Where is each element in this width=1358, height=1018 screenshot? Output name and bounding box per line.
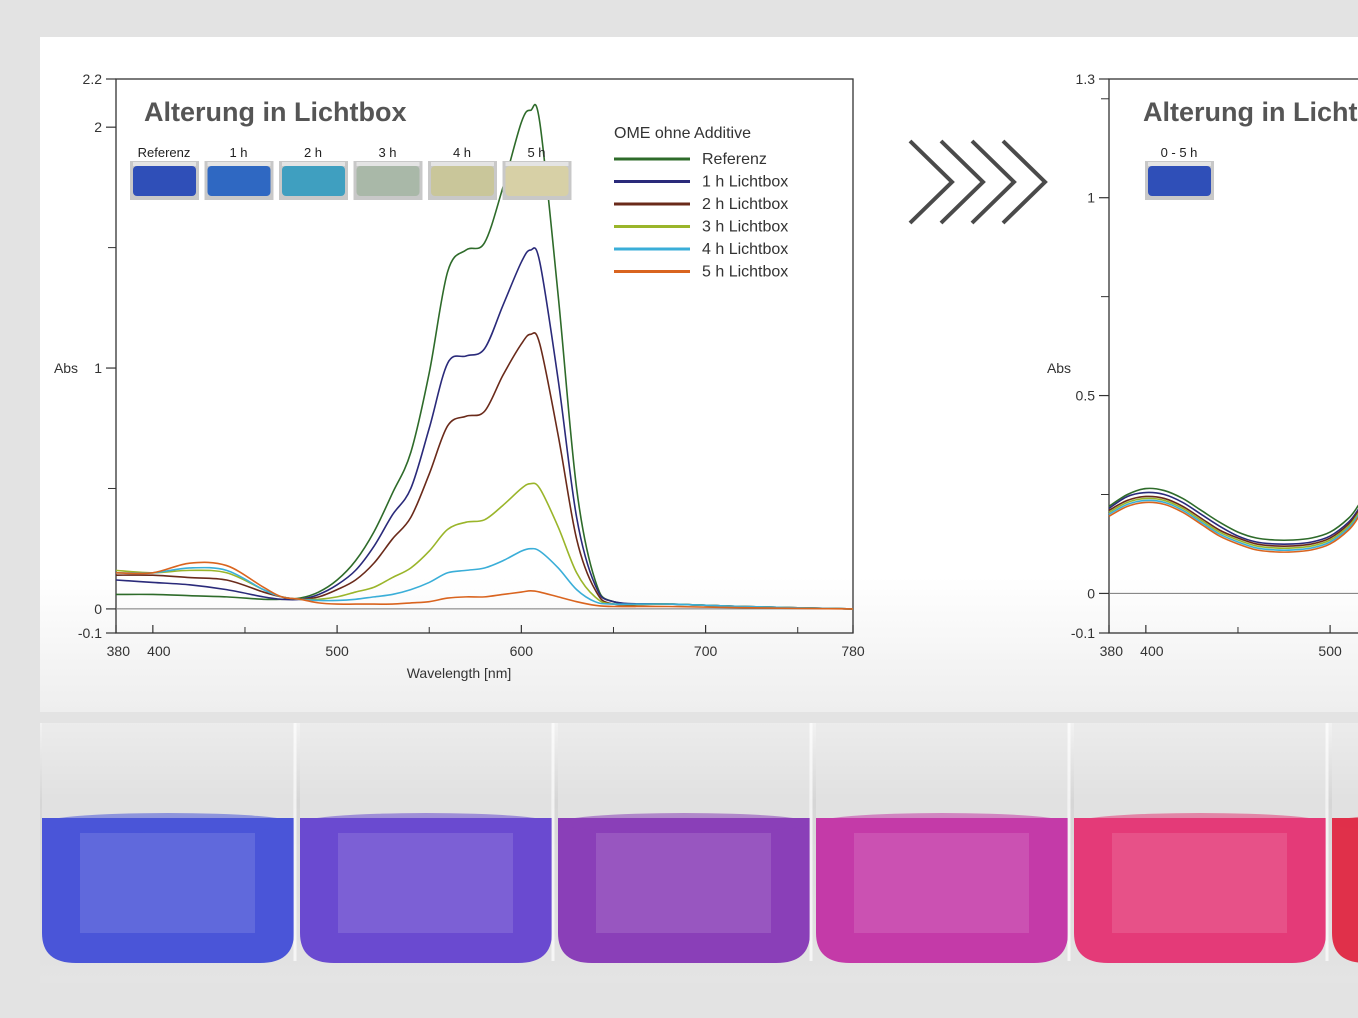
- series-line: [1108, 495, 1358, 547]
- vial-highlight: [80, 833, 255, 933]
- vial-liquid: [1332, 818, 1358, 963]
- glass-vial: [1332, 723, 1358, 963]
- legend-title: OME ohne Additive: [614, 125, 751, 142]
- liquid-surface: [1332, 816, 1358, 830]
- vial-liquid: [300, 818, 552, 963]
- glass-vial: [300, 723, 555, 963]
- vial-rim: [207, 162, 271, 166]
- x-axis-label: Wavelength [nm]: [407, 665, 512, 681]
- vial-liquid: [42, 818, 294, 963]
- series-line: [115, 547, 854, 610]
- glass-vial: [1074, 723, 1329, 963]
- x-tick-label: 500: [325, 643, 349, 659]
- liquid-surface: [300, 813, 552, 833]
- legend-entry: 4 h Lichtbox: [702, 241, 788, 258]
- vial-label: 1 h: [229, 145, 247, 160]
- vial-label: 2 h: [304, 145, 322, 160]
- series-line: [1108, 501, 1358, 553]
- vial-glass: [1332, 723, 1358, 823]
- y-axis-label: Abs: [54, 360, 78, 376]
- series-line: [115, 561, 854, 610]
- series-line: [1108, 499, 1358, 551]
- vial-glass: [816, 723, 1068, 823]
- y-tick-label: 1: [1087, 190, 1095, 206]
- plot-frame: [115, 78, 854, 634]
- liquid-surface: [42, 813, 294, 833]
- legend-entry: 3 h Lichtbox: [702, 219, 788, 236]
- vial-liquid: [133, 166, 196, 196]
- glass-vial: [816, 723, 1071, 963]
- liquid-surface: [1074, 813, 1326, 833]
- vial-glass: [1074, 723, 1326, 823]
- y-axis-label: Abs: [1047, 360, 1071, 376]
- vial-label: 4 h: [453, 145, 471, 160]
- vial-liquid: [431, 166, 494, 196]
- legend-entry: Referenz: [702, 151, 767, 168]
- chevron-arrows-icon: [908, 139, 1048, 225]
- chart-title: Alterung in Lichtbox: [144, 97, 407, 127]
- vial-liquid: [356, 166, 420, 196]
- vial-liquid: [1148, 166, 1211, 196]
- vial-highlight: [1112, 833, 1287, 933]
- vial-glass: [300, 723, 552, 823]
- x-tick-label: 380: [1100, 643, 1124, 659]
- plot-frame: [1108, 78, 1358, 634]
- x-tick-label: 500: [1318, 643, 1342, 659]
- liquid-surface: [816, 813, 1068, 833]
- y-tick-label: 1: [94, 360, 102, 376]
- vial-rim: [133, 162, 196, 166]
- legend-entry: 2 h Lichtbox: [702, 196, 788, 213]
- glass-vial: [558, 723, 813, 963]
- y-tick-label: -0.1: [1071, 625, 1095, 641]
- vial-label: 3 h: [378, 145, 396, 160]
- chart-title: Alterung in Licht: [1143, 97, 1357, 127]
- vial-label: 0 - 5 h: [1161, 145, 1198, 160]
- x-tick-label: 400: [1140, 643, 1164, 659]
- x-tick-label: 780: [841, 643, 865, 659]
- series-line: [1108, 497, 1358, 549]
- vial-highlight: [854, 833, 1029, 933]
- vial-liquid: [207, 166, 271, 196]
- vial-rim: [505, 162, 569, 166]
- x-tick-label: 400: [147, 643, 171, 659]
- vial-glass: [42, 723, 294, 823]
- vial-liquid: [1074, 818, 1326, 963]
- vial-liquid: [505, 166, 569, 196]
- y-tick-label: 0: [1087, 585, 1095, 601]
- y-tick-label: 1.3: [1076, 71, 1096, 87]
- vial-liquid: [558, 818, 810, 963]
- vial-label: 5 h: [527, 145, 545, 160]
- chart-aging-lightbox: -0.1 0 1 2 2.2 380 400 500 600 700 780 Alterung in…: [54, 71, 865, 681]
- x-tick-label: 380: [107, 643, 131, 659]
- vial-highlight: [596, 833, 771, 933]
- glass-vial: [42, 723, 297, 963]
- vial-highlight: [338, 833, 513, 933]
- series-line: [115, 247, 854, 610]
- vial-rim: [431, 162, 494, 166]
- vial-rim: [356, 162, 420, 166]
- x-tick-label: 700: [694, 643, 718, 659]
- y-tick-label: 2.2: [83, 71, 103, 87]
- y-tick-label: -0.1: [78, 625, 102, 641]
- series-line: [1108, 487, 1358, 542]
- legend-entry: 1 h Lichtbox: [702, 174, 788, 191]
- y-tick-label: 0.5: [1076, 388, 1096, 404]
- vial-rim: [1148, 162, 1211, 166]
- vial-label: Referenz: [138, 145, 191, 160]
- liquid-surface: [558, 813, 810, 833]
- y-tick-label: 0: [94, 601, 102, 617]
- vial-liquid: [282, 166, 345, 196]
- series-line: [1108, 491, 1358, 546]
- x-tick-label: 600: [510, 643, 534, 659]
- legend-entry: 5 h Lichtbox: [702, 264, 788, 281]
- y-tick-label: 2: [94, 119, 102, 135]
- vial-rim: [282, 162, 345, 166]
- vials-photo: [40, 723, 1358, 983]
- vial-liquid: [816, 818, 1068, 963]
- vial-glass: [558, 723, 810, 823]
